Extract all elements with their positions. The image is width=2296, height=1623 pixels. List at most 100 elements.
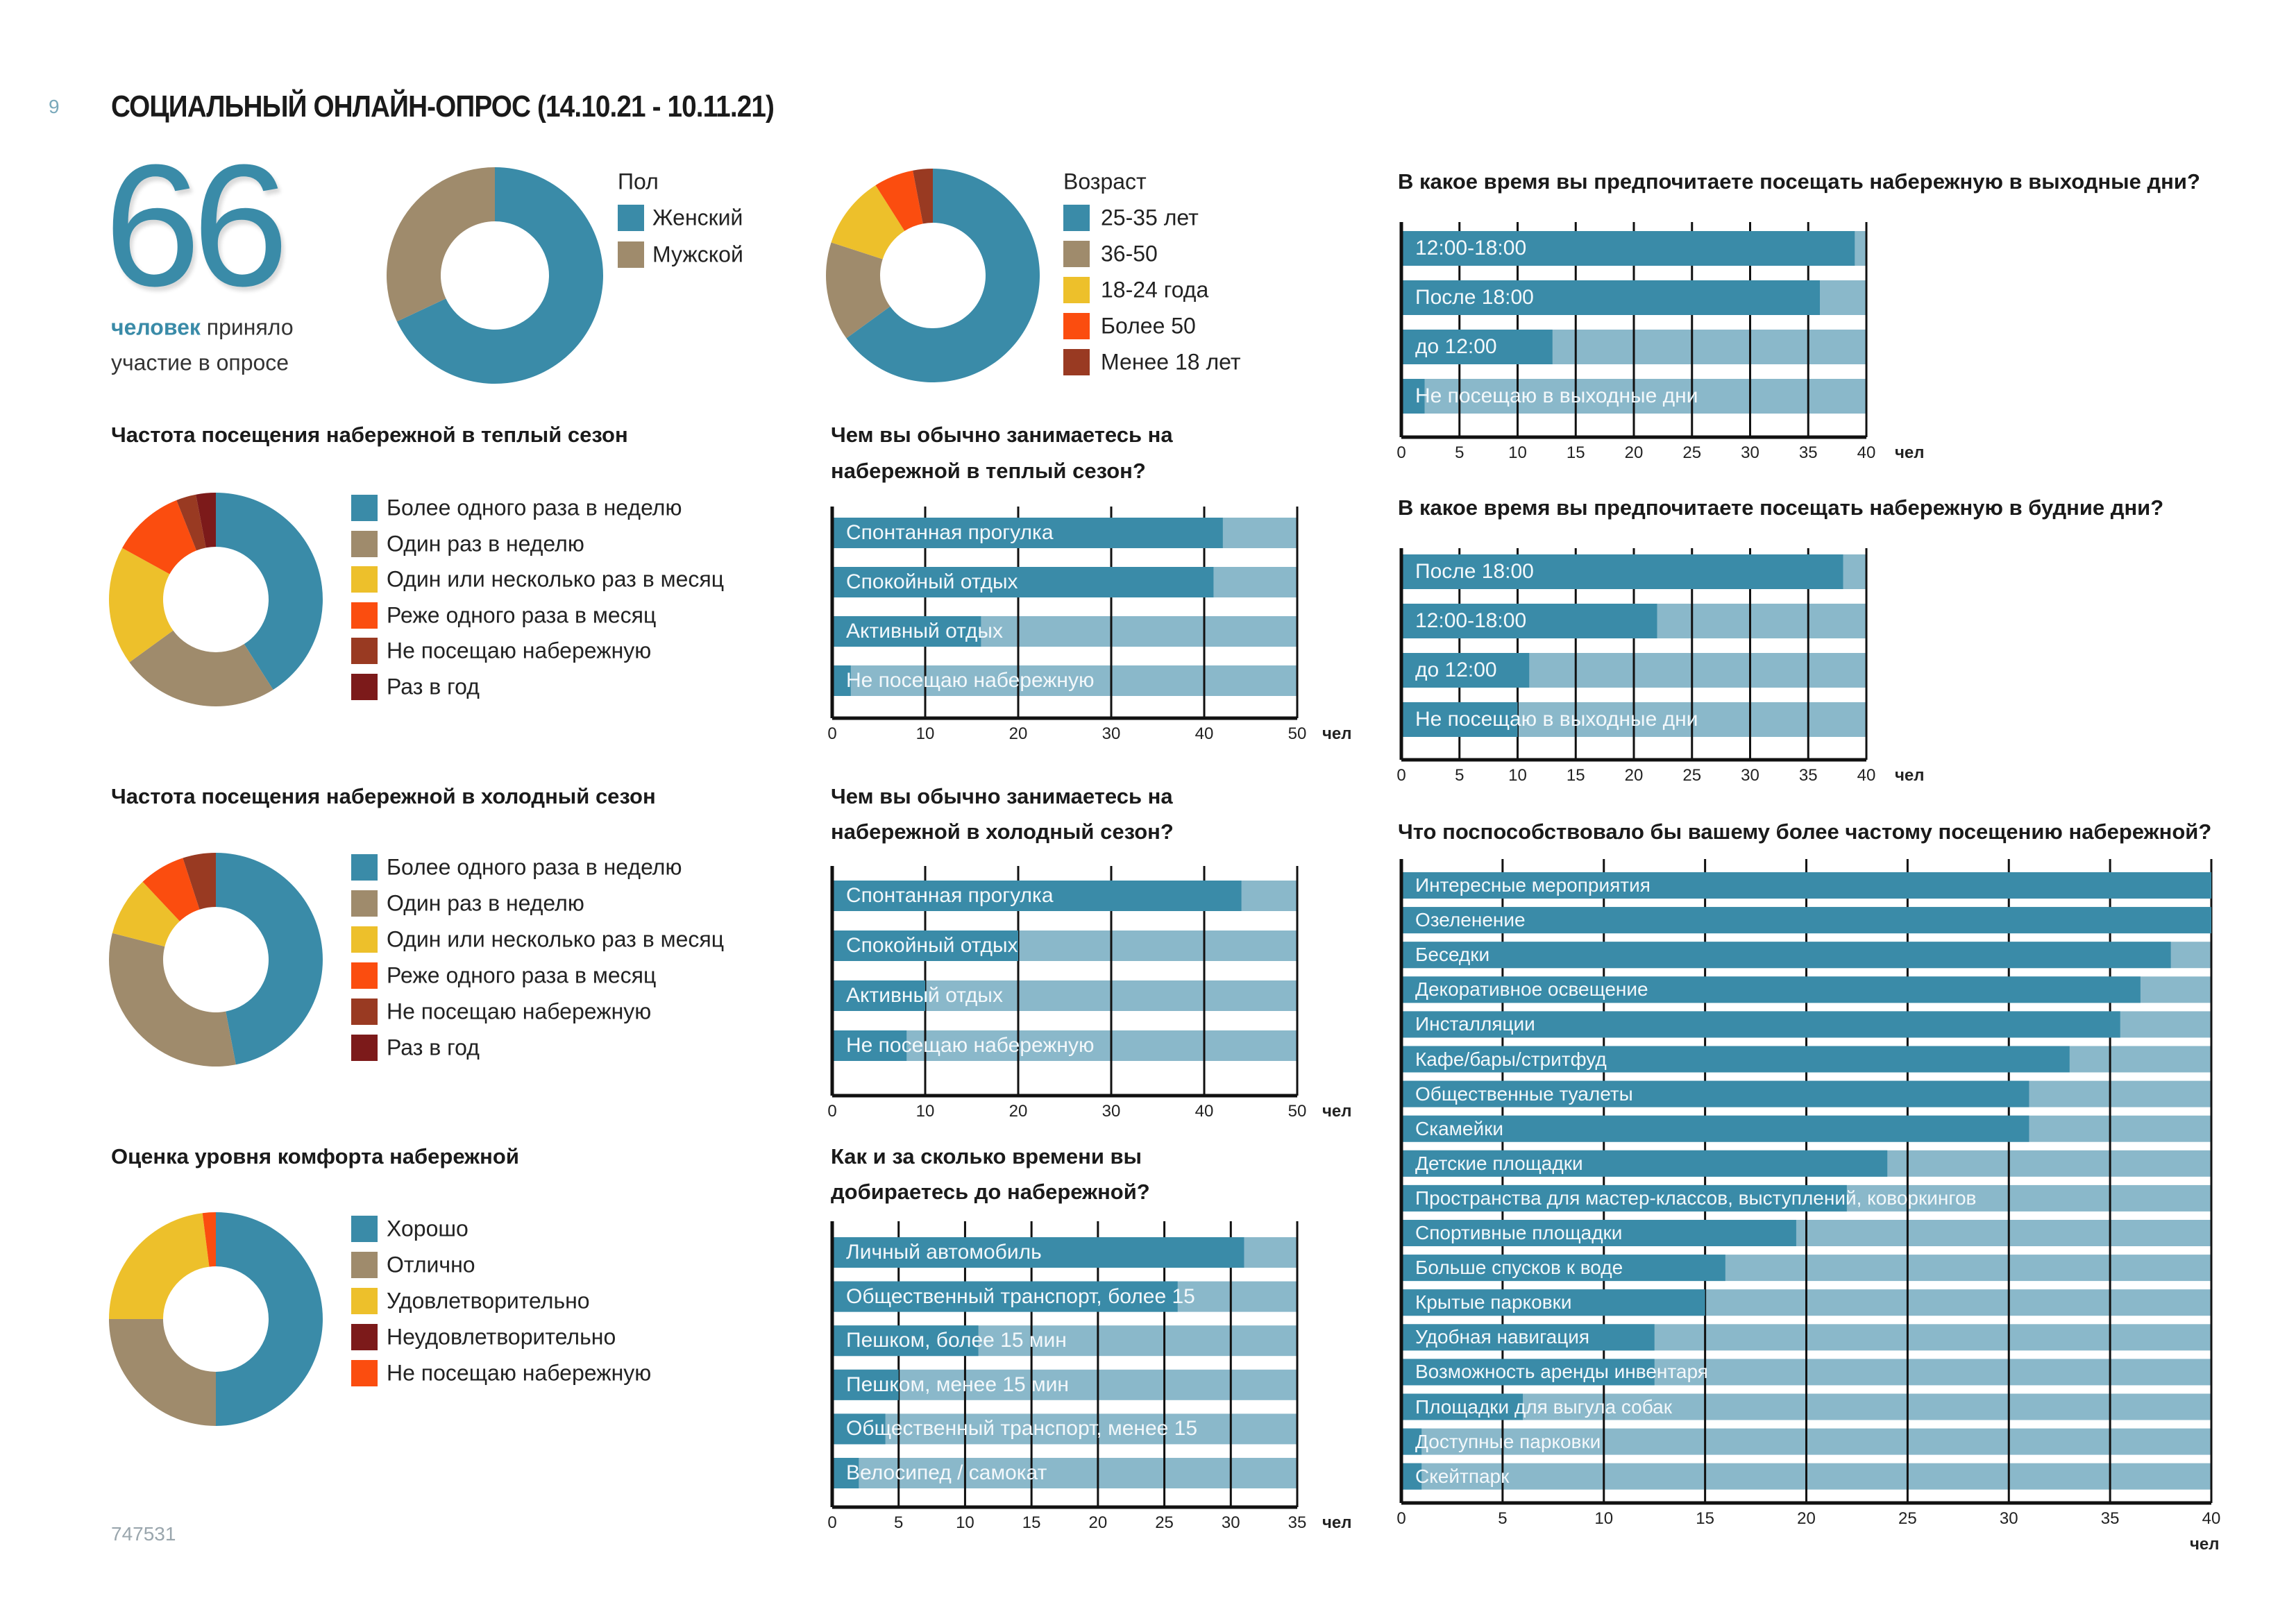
- x-tick-label: 10: [915, 1102, 935, 1121]
- bar-label: до 12:00: [1415, 335, 1497, 358]
- bar-value: [1401, 1463, 1422, 1490]
- bar-label: После 18:00: [1415, 560, 1534, 583]
- bar-value: [1401, 1115, 2029, 1142]
- respondent-caption: человек приняло: [111, 315, 294, 341]
- x-tick-label: 5: [1498, 1509, 1508, 1528]
- page-number: 9: [49, 96, 60, 117]
- legend-swatch: [351, 495, 378, 521]
- legend-label: Не посещаю набережную: [387, 999, 652, 1024]
- bar-value: [832, 1237, 1244, 1268]
- bar-label: Спонтанная прогулка: [846, 884, 1054, 907]
- legend-label: 18-24 года: [1101, 277, 1209, 303]
- legend-label: Удовлетворительно: [387, 1288, 590, 1314]
- legend-swatch: [1063, 205, 1090, 231]
- footer-code: 747531: [111, 1523, 176, 1545]
- bar-value: [832, 567, 1214, 597]
- legend-swatch: [351, 962, 378, 989]
- bar-value: [1401, 330, 1553, 364]
- legend-label: Более 50: [1101, 313, 1196, 339]
- legend-title: Пол: [618, 169, 659, 194]
- bar-value: [1401, 280, 1820, 315]
- bar-value: [1401, 1046, 2070, 1073]
- bar-label: Не посещаю набережную: [846, 1034, 1095, 1057]
- donut-slice: [183, 853, 216, 910]
- legend-swatch: [618, 205, 644, 231]
- legend-swatch: [351, 566, 378, 593]
- legend-swatch: [351, 1252, 378, 1278]
- legend-label: Хорошо: [387, 1216, 469, 1241]
- bar-label: Возможность аренды инвентаря: [1415, 1361, 1708, 1383]
- bar-label: Декоративное освещение: [1415, 978, 1648, 1001]
- legend-label: Один раз в неделю: [387, 531, 584, 556]
- x-tick-label: 30: [1741, 766, 1759, 785]
- legend-swatch: [1063, 313, 1090, 339]
- donut-slice: [196, 493, 216, 548]
- bar-label: Скейтпарк: [1415, 1465, 1510, 1487]
- bar-value: [1401, 604, 1657, 638]
- x-tick-label: 0: [827, 1513, 837, 1532]
- x-tick-label: 15: [1566, 766, 1585, 785]
- bar-value: [1401, 1255, 1725, 1282]
- legend-label: Более одного раза в неделю: [387, 854, 682, 880]
- x-tick-label: 20: [1008, 1102, 1028, 1121]
- donut-slice: [129, 630, 273, 707]
- bar-value: [832, 1458, 859, 1488]
- bar-label: Личный автомобиль: [846, 1241, 1042, 1264]
- x-tick-label: 35: [1798, 766, 1818, 785]
- bar-label: Спокойный отдых: [846, 934, 1018, 957]
- bar-value: [832, 931, 1018, 961]
- legend-swatch: [351, 1288, 378, 1314]
- legend-label: Не посещаю набережную: [387, 1360, 652, 1386]
- legend-label: Раз в год: [387, 674, 480, 699]
- legend-label: Раз в год: [387, 1035, 480, 1060]
- x-tick-label: 20: [1797, 1509, 1816, 1528]
- legend-swatch: [351, 999, 378, 1025]
- x-tick-label: 0: [1396, 1509, 1406, 1528]
- x-tick-label: 0: [827, 1102, 837, 1121]
- bar-value: [1401, 907, 2211, 934]
- x-tick-label: 30: [1101, 724, 1121, 743]
- bar-value: [832, 980, 925, 1011]
- bar-track: [832, 665, 1297, 696]
- donut-slice: [913, 169, 933, 224]
- donut-slice: [176, 494, 206, 551]
- x-tick-label: 15: [1696, 1509, 1714, 1528]
- bar-value: [1401, 976, 2141, 1003]
- bar-label: Детские площадки: [1415, 1152, 1583, 1174]
- respondent-count: 66: [104, 128, 289, 322]
- bar-label: Не посещаю в выходные дни: [1415, 708, 1698, 731]
- x-tick-label: 25: [1682, 443, 1702, 462]
- bar-value: [832, 1325, 979, 1357]
- bar-value: [1401, 1324, 1655, 1351]
- bar-label: Не посещаю набережную: [846, 669, 1095, 692]
- donut-slice: [112, 881, 180, 947]
- legend-title: Возраст: [1063, 169, 1147, 194]
- legend-label: Более одного раза в неделю: [387, 495, 682, 520]
- legend-label: Реже одного раза в месяц: [387, 602, 657, 628]
- bar-track: [832, 1030, 1297, 1061]
- bar-value: [1401, 554, 1843, 589]
- chart-title-line2: добираетесь до набережной?: [831, 1180, 1150, 1204]
- x-tick-label: 30: [1741, 443, 1759, 462]
- respondent-caption-line2: участие в опросе: [111, 350, 289, 375]
- x-tick-label: 10: [915, 724, 935, 743]
- legend-label: Один или несколько раз в месяц: [387, 566, 725, 592]
- donut-slice: [122, 500, 197, 575]
- bar-value: [832, 665, 851, 696]
- donut-slice: [386, 167, 495, 322]
- bar-label: Не посещаю в выходные дни: [1415, 384, 1698, 407]
- x-tick-label: 50: [1288, 724, 1307, 743]
- bar-value: [832, 518, 1223, 548]
- legend-swatch: [351, 530, 378, 557]
- bar-value: [1401, 1289, 1705, 1316]
- bar-value: [832, 616, 981, 647]
- bar-label: до 12:00: [1415, 658, 1497, 681]
- axis-unit: чел: [1895, 766, 1925, 785]
- donut-slice: [109, 1213, 210, 1319]
- bar-label: Площадки для выгула собак: [1415, 1395, 1672, 1418]
- chart-title: Оценка уровня комфорта набережной: [111, 1144, 519, 1169]
- bar-value: [1401, 1184, 1847, 1212]
- bar-label: Доступные парковки: [1415, 1430, 1601, 1452]
- x-tick-label: 15: [1022, 1513, 1041, 1532]
